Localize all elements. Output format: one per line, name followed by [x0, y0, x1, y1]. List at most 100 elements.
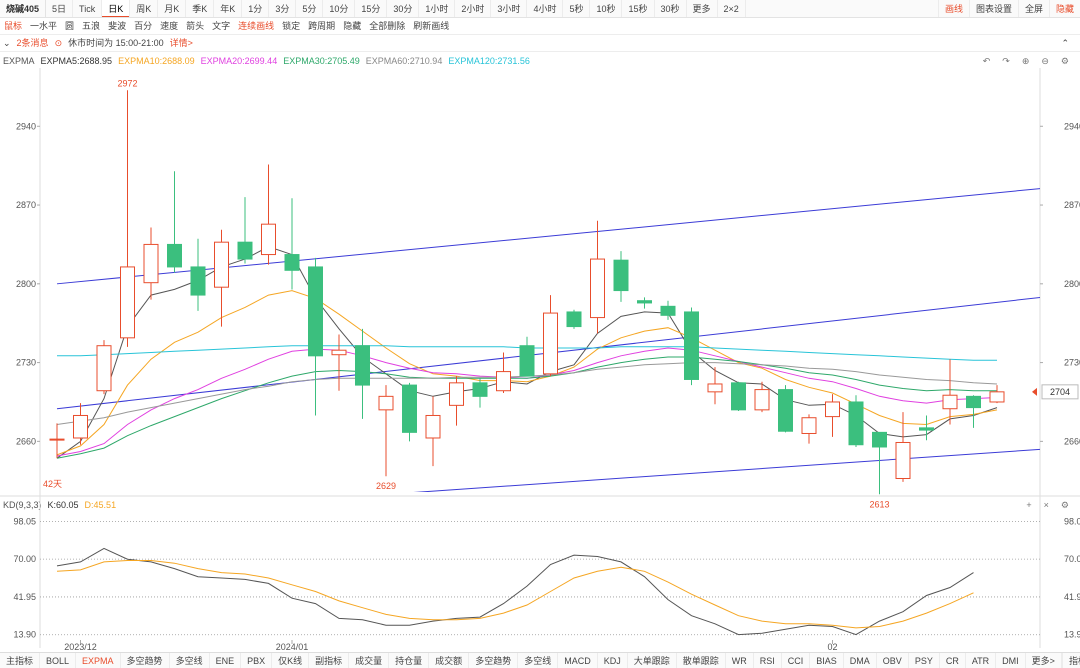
period-tab[interactable]: 2×2 [718, 0, 746, 17]
toolbar-item[interactable]: 刷新画线 [413, 20, 450, 31]
candle-body[interactable] [895, 441, 911, 479]
toolbar-item[interactable]: 全部删除 [369, 20, 406, 31]
indicator-tab[interactable]: 仅K线 [272, 653, 310, 668]
indicator-tab[interactable]: BIAS [810, 653, 844, 668]
period-tab[interactable]: 月K [158, 0, 187, 17]
candle-body[interactable] [496, 371, 511, 392]
candle-body[interactable] [942, 394, 958, 410]
indicator-tab[interactable]: KDJ [598, 653, 628, 668]
period-tab[interactable]: 2小时 [455, 0, 492, 17]
period-tab[interactable]: 更多 [687, 0, 718, 17]
candle-body[interactable] [378, 395, 394, 411]
toolbar-item[interactable]: 连续画线 [238, 20, 275, 31]
draw-button[interactable]: 画线 [937, 0, 969, 17]
message-count[interactable]: 2条消息 [16, 37, 49, 48]
candle-body[interactable] [190, 266, 206, 296]
candle-body[interactable] [143, 243, 159, 284]
candle-body[interactable] [73, 414, 88, 439]
close-icon[interactable]: × [1043, 500, 1049, 510]
gear-icon[interactable]: ⚙ [1060, 56, 1069, 66]
plus-icon[interactable]: + [1026, 500, 1032, 510]
chevron-down-icon[interactable]: ⌄ [3, 37, 11, 48]
toolbar-item[interactable]: 鼠标 [4, 20, 23, 31]
period-tab[interactable]: 周K [130, 0, 159, 17]
indicator-tab[interactable]: 多空线 [518, 653, 559, 668]
indicator-tab[interactable]: 成交量 [349, 653, 390, 668]
indicator-tab[interactable]: CCI [782, 653, 811, 668]
candle-body[interactable] [566, 311, 582, 328]
toolbar-item[interactable]: 跨周期 [308, 20, 336, 31]
indicator-tab[interactable]: 散单跟踪 [677, 653, 726, 668]
collapse-icon[interactable]: ⌃ [1061, 37, 1069, 48]
candle-body[interactable] [613, 259, 629, 292]
indicator-tab[interactable]: 成交额 [429, 653, 470, 668]
period-tab[interactable]: 30分 [387, 0, 420, 17]
candle-body[interactable] [801, 417, 817, 434]
candle-body[interactable] [214, 241, 229, 288]
candle-body[interactable] [472, 382, 488, 397]
period-tab[interactable]: 1小时 [419, 0, 456, 17]
candle-body[interactable] [425, 414, 441, 439]
indicator-tab[interactable]: 多空趋势 [469, 653, 519, 668]
indicator-tab[interactable]: 多空线 [170, 653, 210, 668]
candle-body[interactable] [660, 305, 676, 316]
toolbar-item[interactable]: 圆 [65, 20, 75, 31]
candle-body[interactable] [120, 266, 135, 339]
indicator-tab[interactable]: 大单跟踪 [628, 653, 677, 668]
period-tab[interactable]: 年K [214, 0, 243, 17]
candle-body[interactable] [731, 382, 746, 411]
candle-body[interactable] [237, 241, 253, 260]
indicator-tab[interactable]: 持仓量 [389, 653, 430, 668]
candle-body[interactable] [590, 258, 605, 319]
indicator-tab[interactable]: ATR [966, 653, 997, 668]
indicator-tab[interactable]: OBV [877, 653, 909, 668]
candle-body[interactable] [449, 382, 464, 406]
kd-name[interactable]: KD(9,3,3) [3, 500, 42, 510]
candle-body[interactable] [308, 266, 323, 357]
zoom-in-icon[interactable]: ⊕ [1021, 56, 1030, 66]
indicator-tab[interactable]: DMA [844, 653, 877, 668]
toolbar-item[interactable]: 百分 [134, 20, 153, 31]
zoom-out-icon[interactable]: ⊖ [1041, 56, 1049, 66]
period-tab[interactable]: 1分 [242, 0, 270, 17]
indicator-tab[interactable]: EXPMA [76, 653, 121, 668]
toolbar-item[interactable]: 速度 [160, 20, 179, 31]
candle-body[interactable] [284, 254, 300, 271]
candle-body[interactable] [96, 345, 112, 392]
trendline[interactable] [339, 446, 1080, 498]
period-tab[interactable]: 5秒 [563, 0, 591, 17]
gear-icon[interactable]: ⚙ [1060, 500, 1069, 510]
period-tab[interactable]: 季K [186, 0, 215, 17]
indicator-tab[interactable]: 副指标 [309, 653, 350, 668]
candle-body[interactable] [825, 401, 840, 418]
indicator-tab[interactable]: 多空趋势 [121, 653, 170, 668]
indicator-tab[interactable]: WR [726, 653, 754, 668]
trendline[interactable] [56, 184, 1080, 285]
toolbar-item[interactable]: 斐波 [108, 20, 127, 31]
period-tab[interactable]: 日K [102, 0, 131, 17]
candle-body[interactable] [989, 391, 1005, 403]
candle-body[interactable] [167, 243, 182, 268]
candle-body[interactable] [331, 349, 347, 356]
period-tab[interactable]: 5日 [46, 0, 74, 17]
indicator-tab[interactable]: RSI [754, 653, 782, 668]
period-tab[interactable]: 4小时 [527, 0, 564, 17]
toolbar-item[interactable]: 锁定 [282, 20, 301, 31]
indicator-name[interactable]: EXPMA [3, 56, 35, 66]
toolbar-item[interactable]: 五浪 [82, 20, 101, 31]
indicator-tab[interactable]: PSY [909, 653, 940, 668]
candle-body[interactable] [637, 300, 652, 304]
toolbar-item[interactable]: 箭头 [186, 20, 205, 31]
candle-body[interactable] [543, 312, 558, 375]
chart-settings-button[interactable]: 图表设置 [968, 0, 1018, 17]
indicator-tab[interactable]: PBX [241, 653, 273, 668]
indicator-tab[interactable]: 主指标 [0, 653, 41, 668]
candle-body[interactable] [872, 431, 887, 448]
indicator-tab[interactable]: ENE [210, 653, 242, 668]
symbol-selector[interactable]: 烧碱405 [0, 0, 47, 17]
undo-icon[interactable]: ↶ [982, 56, 991, 66]
candle-body[interactable] [848, 401, 864, 446]
candle-body[interactable] [707, 383, 723, 393]
period-tab[interactable]: 3分 [269, 0, 297, 17]
